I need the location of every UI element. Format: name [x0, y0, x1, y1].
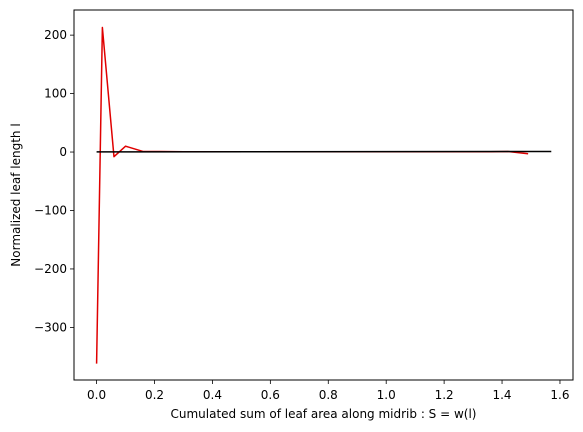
x-axis-ticks: 0.0 0.2 0.4 0.6 0.8 1.0 1.2 1.4 1.6 — [87, 380, 570, 402]
y-tick-label: −300 — [34, 320, 67, 334]
series-line-1 — [95, 26, 529, 364]
y-axis-label: Normalized leaf length l — [9, 123, 23, 266]
y-tick-label: 200 — [44, 28, 67, 42]
x-tick-label: 0.0 — [87, 388, 106, 402]
x-tick-label: 1.4 — [492, 388, 511, 402]
axes-frame — [73, 9, 574, 381]
y-tick-label: −200 — [34, 262, 67, 276]
x-tick-label: 0.2 — [145, 388, 164, 402]
series-layer — [95, 26, 552, 364]
x-axis-label: Cumulated sum of leaf area along midrib … — [171, 407, 477, 421]
x-tick-label: 0.8 — [319, 388, 338, 402]
y-tick-label: 100 — [44, 87, 67, 101]
y-tick-label: 0 — [59, 145, 67, 159]
x-tick-label: 0.4 — [203, 388, 222, 402]
plot-area — [73, 9, 574, 381]
y-axis-ticks: −300 −200 −100 0 100 200 — [34, 28, 74, 334]
y-tick-label: −100 — [34, 203, 67, 217]
x-tick-label: 1.2 — [435, 388, 454, 402]
x-tick-label: 0.6 — [261, 388, 280, 402]
x-tick-label: 1.0 — [377, 388, 396, 402]
x-tick-label: 1.6 — [550, 388, 569, 402]
